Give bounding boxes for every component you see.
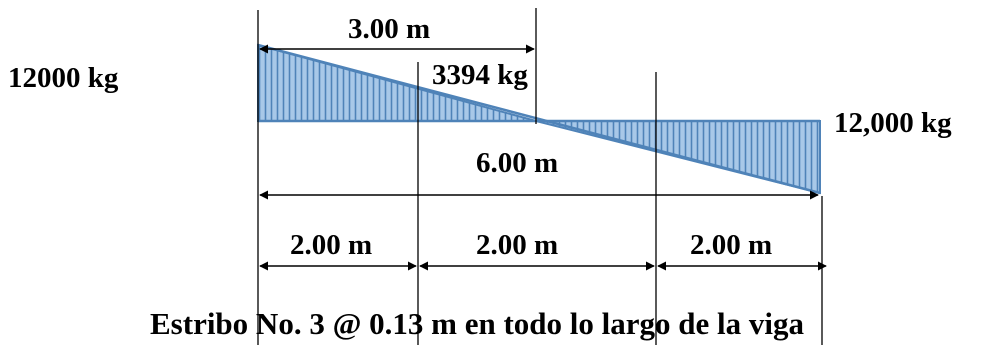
- dimension-half-label: 3.00 m: [348, 13, 430, 45]
- segment-label-3: 2.00 m: [690, 229, 772, 261]
- right-shear-label: 12,000 kg: [834, 107, 952, 139]
- segment-label-1: 2.00 m: [290, 229, 372, 261]
- segment-label-2: 2.00 m: [476, 229, 558, 261]
- dimension-total-label: 6.00 m: [476, 147, 558, 179]
- intermediate-shear-label: 3394 kg: [432, 59, 528, 91]
- shear-line: [257, 43, 821, 195]
- stirrup-caption: Estribo No. 3 @ 0.13 m en todo lo largo …: [150, 306, 804, 341]
- left-shear-label: 12000 kg: [8, 62, 119, 94]
